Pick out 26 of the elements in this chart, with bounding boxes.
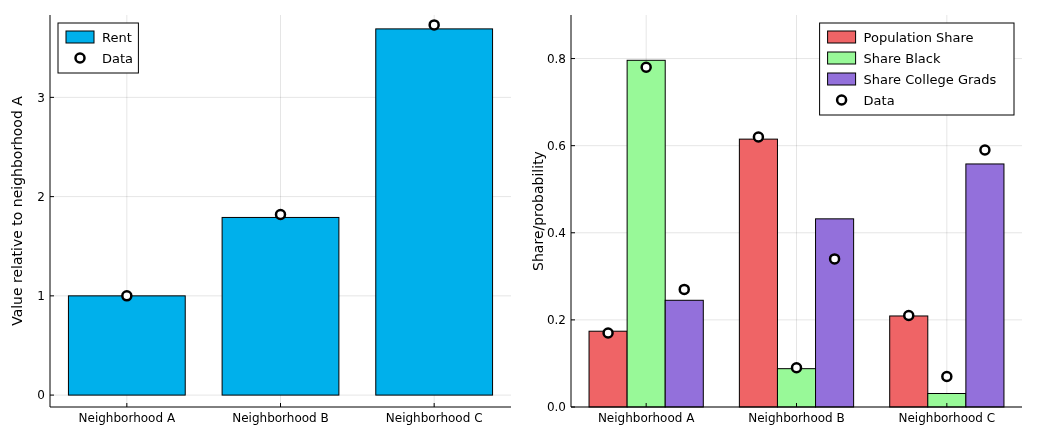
legend-label: Share College Grads (863, 71, 997, 87)
y-tick-label: 2 (37, 189, 45, 204)
y-axis-title: Share/probability (530, 151, 546, 271)
legend-label: Rent (102, 29, 132, 45)
y-tick-label: 0.4 (546, 225, 566, 240)
point (121, 290, 133, 302)
y-tick-label: 0 (37, 388, 45, 403)
y-tick-label: 0.8 (546, 51, 566, 66)
y-tick-label: 0.0 (546, 400, 566, 415)
x-tick-label: Neighborhood B (232, 411, 329, 425)
legend-label: Share Black (863, 50, 941, 66)
point (428, 19, 440, 31)
legend-label: Population Share (863, 29, 974, 45)
point (274, 208, 287, 221)
y-tick-label: 0.6 (546, 138, 566, 153)
x-tick-label: Neighborhood A (78, 411, 176, 425)
y-tick-label: 1 (37, 289, 45, 304)
y-tick-label: 3 (37, 90, 45, 105)
y-tick-label: 0.2 (546, 313, 566, 328)
x-tick-label: Neighborhood C (898, 411, 996, 425)
x-tick-label: Neighborhood C (385, 411, 483, 425)
x-tick-label: Neighborhood B (748, 411, 845, 425)
legend-label: Data (863, 92, 895, 108)
x-tick-label: Neighborhood A (597, 411, 696, 425)
y-axis-title: Value relative to neighborhood A (9, 95, 25, 326)
legend-label: Data (102, 50, 134, 66)
